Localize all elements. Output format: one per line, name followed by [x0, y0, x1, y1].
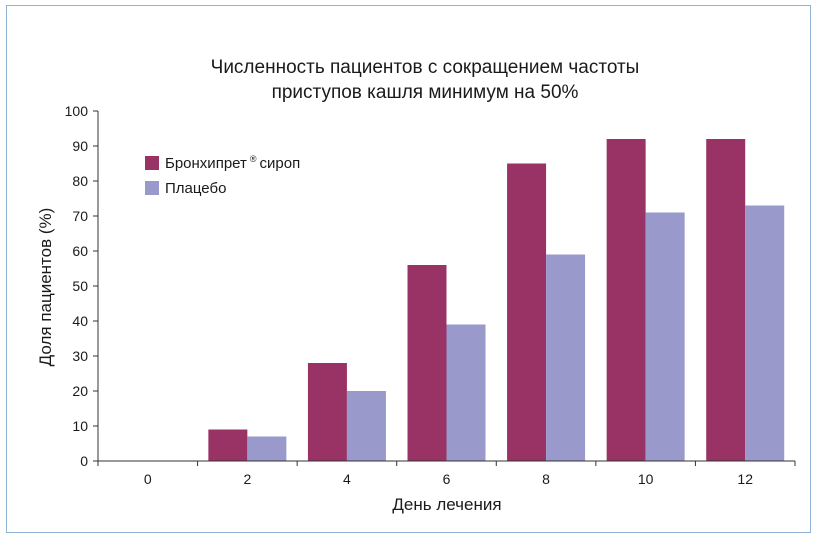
legend-swatch-series-2 [145, 181, 159, 195]
bar-series-2-day-2 [247, 436, 287, 461]
legend-swatch-series-1 [145, 156, 159, 170]
bar-series-2-day-10 [645, 212, 685, 461]
x-tick-label-12: 12 [737, 471, 753, 487]
bar-series-2-day-12 [745, 205, 785, 461]
y-tick-label-2: 20 [72, 383, 88, 399]
y-tick-label-6: 60 [72, 243, 88, 259]
y-tick-label-5: 50 [72, 278, 88, 294]
bar-series-1-day-10 [606, 139, 646, 461]
x-tick-label-8: 8 [542, 471, 550, 487]
x-tick-label-2: 2 [243, 471, 251, 487]
x-tick-label-10: 10 [638, 471, 654, 487]
bar-series-2-day-6 [446, 324, 486, 461]
x-axis-label: День лечения [392, 495, 501, 514]
x-axis-ticks: 0 2 4 6 8 10 12 [97, 461, 796, 487]
y-tick-label-7: 70 [72, 208, 88, 224]
legend: Бронхипрет ® сироп Плацебо [145, 154, 300, 197]
y-tick-label-3: 30 [72, 348, 88, 364]
x-tick-label-4: 4 [343, 471, 351, 487]
bar-series-2-day-8 [546, 254, 586, 461]
y-tick-label-1: 10 [72, 418, 88, 434]
bars [208, 139, 785, 461]
y-axis-ticks: 0 10 20 30 40 50 60 70 80 90 100 [65, 103, 98, 469]
bar-series-1-day-4 [307, 363, 347, 461]
x-tick-label-0: 0 [144, 471, 152, 487]
bar-series-1-day-6 [407, 265, 447, 461]
legend-label-series-1: Бронхипрет ® сироп [165, 154, 300, 172]
y-tick-label-10: 100 [65, 103, 89, 119]
y-tick-label-8: 80 [72, 173, 88, 189]
y-axis-label: Доля пациентов (%) [36, 208, 55, 367]
chart-title-line-2: приступов кашля минимум на 50% [272, 82, 579, 103]
x-tick-label-6: 6 [443, 471, 451, 487]
y-tick-label-0: 0 [80, 453, 88, 469]
bar-series-2-day-4 [346, 391, 386, 461]
bar-series-1-day-8 [507, 163, 547, 461]
y-tick-label-9: 90 [72, 138, 88, 154]
legend-label-series-2: Плацебо [165, 180, 226, 197]
bar-series-1-day-2 [208, 429, 248, 461]
chart-title-line-1: Численность пациентов с сокращением част… [211, 57, 640, 78]
bar-series-1-day-12 [706, 139, 746, 461]
y-tick-label-4: 40 [72, 313, 88, 329]
